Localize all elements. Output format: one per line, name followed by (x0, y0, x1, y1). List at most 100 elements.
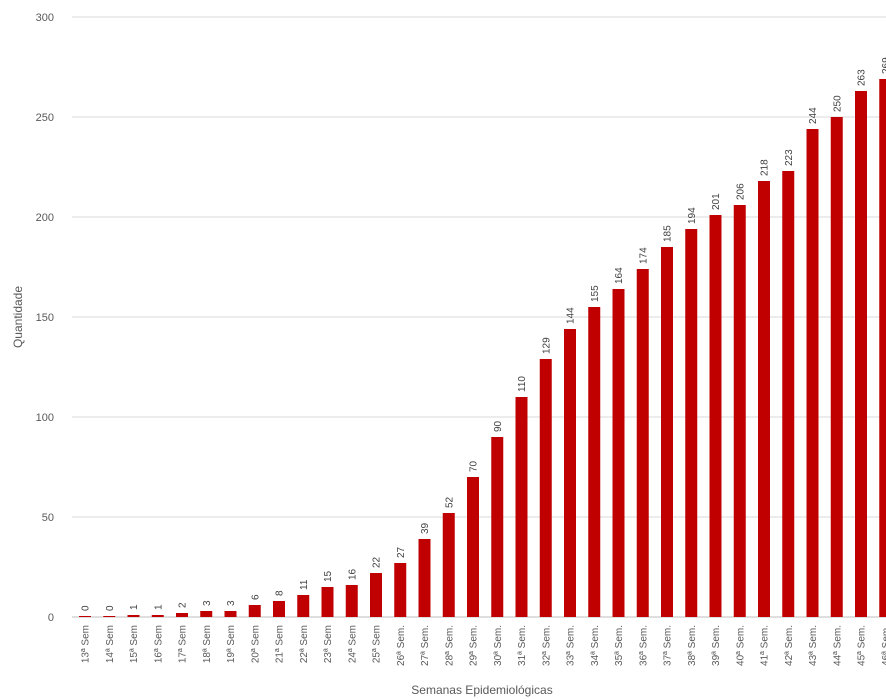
data-label: 244 (808, 107, 819, 124)
data-label: 144 (566, 307, 577, 324)
x-tick-label: 14ª Sem (105, 625, 116, 663)
x-tick-label: 41ª Sem. (760, 625, 771, 666)
x-tick-label: 13ª Sem (81, 625, 92, 663)
x-tick-label: 32ª Sem. (541, 625, 552, 666)
bar (515, 397, 528, 617)
data-label: 164 (614, 267, 625, 284)
x-tick-label: 45ª Sem. (857, 625, 868, 666)
x-tick-label: 28ª Sem. (444, 625, 455, 666)
data-label: 1 (153, 604, 164, 610)
data-label: 155 (590, 285, 601, 302)
x-tick-label: 25ª Sem (372, 625, 383, 663)
data-label: 27 (396, 546, 407, 558)
bar (806, 129, 819, 617)
x-tick-label: 31ª Sem. (517, 625, 528, 666)
bar (491, 437, 504, 617)
bars (79, 79, 886, 617)
data-label: 110 (517, 376, 528, 392)
x-tick-label: 46ª Sem. (881, 625, 886, 666)
x-tick-label: 24ª Sem (347, 625, 358, 663)
bar (636, 269, 649, 617)
x-axis-title: Semanas Epidemiológicas (411, 683, 552, 697)
bar (79, 616, 91, 617)
bar (855, 91, 867, 617)
data-label: 201 (711, 193, 722, 210)
x-tick-label: 19ª Sem (226, 625, 237, 663)
y-axis-title: Quantidade (11, 286, 25, 348)
data-label: 3 (202, 600, 213, 606)
data-label: 206 (735, 183, 746, 200)
x-tick-label: 22ª Sem (299, 625, 310, 663)
bar (709, 215, 722, 617)
data-label: 194 (687, 207, 698, 224)
bar (394, 563, 407, 617)
bar (685, 229, 698, 617)
x-tick-label: 35ª Sem. (614, 625, 625, 666)
x-axis-ticks: 13ª Sem 14ª Sem 15ª Sem 16ª Sem 17ª Sem 18ª S… (81, 625, 886, 666)
bar (321, 587, 334, 617)
data-label: 218 (760, 159, 771, 176)
data-label: 223 (784, 149, 795, 166)
bar (588, 307, 601, 617)
data-label: 129 (541, 337, 552, 354)
bar (661, 247, 673, 617)
data-label: 174 (638, 247, 649, 264)
data-label: 269 (881, 57, 886, 74)
x-tick-label: 44ª Sem. (832, 625, 843, 666)
x-tick-label: 40ª Sem. (735, 625, 746, 666)
data-label: 39 (420, 522, 431, 534)
bar (830, 117, 843, 617)
x-tick-label: 30ª Sem. (493, 625, 504, 666)
y-tick-label: 100 (36, 412, 54, 424)
bar (418, 539, 431, 617)
bar (151, 615, 164, 617)
x-tick-label: 38ª Sem. (687, 625, 698, 666)
data-label: 3 (226, 600, 237, 606)
x-tick-label: 39ª Sem. (711, 625, 722, 666)
x-tick-label: 15ª Sem (129, 625, 140, 663)
data-label: 16 (347, 568, 358, 580)
y-tick-label: 250 (36, 112, 54, 124)
bar (782, 171, 795, 617)
x-tick-label: 34ª Sem. (590, 625, 601, 666)
data-label: 250 (832, 95, 843, 112)
bar (539, 359, 552, 617)
x-tick-label: 20ª Sem (250, 625, 261, 663)
bar (612, 289, 625, 617)
x-tick-label: 21ª Sem (275, 625, 286, 663)
data-label: 15 (323, 570, 334, 582)
bar (176, 613, 188, 617)
x-tick-label: 17ª Sem (178, 625, 189, 663)
data-label: 0 (81, 605, 92, 611)
data-label: 2 (178, 602, 189, 608)
bar (442, 513, 455, 617)
data-label: 185 (663, 225, 674, 242)
bar (200, 611, 213, 617)
y-tick-label: 150 (36, 312, 54, 324)
data-label: 263 (857, 69, 868, 86)
data-label: 6 (250, 594, 261, 600)
x-tick-label: 36ª Sem. (638, 625, 649, 666)
y-tick-label: 200 (36, 212, 54, 224)
x-tick-label: 26ª Sem. (396, 625, 407, 666)
x-tick-label: 27ª Sem. (420, 625, 431, 666)
bar (127, 615, 140, 617)
bar (879, 79, 886, 617)
bar (467, 477, 479, 617)
x-tick-label: 16ª Sem (153, 625, 164, 663)
gridlines (72, 16, 886, 618)
x-tick-label: 43ª Sem. (808, 625, 819, 666)
bar (758, 181, 770, 617)
bar (564, 329, 576, 617)
bar (370, 573, 382, 617)
x-tick-label: 33ª Sem. (566, 625, 577, 666)
bar (248, 605, 261, 617)
bar (345, 585, 358, 617)
y-tick-label: 300 (36, 12, 54, 24)
x-tick-label: 18ª Sem (202, 625, 213, 663)
data-label: 0 (105, 605, 116, 611)
bar (103, 616, 116, 617)
